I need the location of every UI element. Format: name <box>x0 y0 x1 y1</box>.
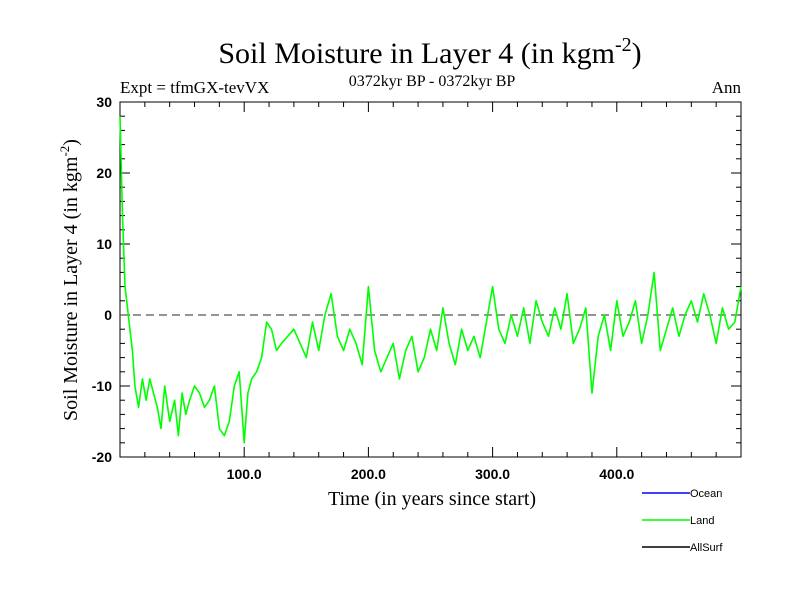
x-axis-tick-labels: 100.0 200.0 300.0 400.0 <box>227 466 635 482</box>
series-line-land <box>119 116 742 444</box>
chart-title-main: Soil Moisture in Layer 4 (in kgm <box>218 37 615 70</box>
y-axis-label-sup: -2 <box>57 146 72 157</box>
x-tick-label: 400.0 <box>599 466 634 482</box>
y-axis-label: Soil Moisture in Layer 4 (in kgm-2) <box>57 139 82 421</box>
chart-title: Soil Moisture in Layer 4 (in kgm-2) <box>218 34 641 70</box>
series-group <box>119 116 742 444</box>
plot-frame <box>119 101 742 458</box>
x-tick-label: 200.0 <box>351 466 386 482</box>
x-tick-label: 300.0 <box>475 466 510 482</box>
chart-title-close: ) <box>632 37 642 70</box>
y-tick-label: 0 <box>104 307 112 323</box>
x-axis-label: Time (in years since start) <box>328 488 536 510</box>
legend-label-allsurf: AllSurf <box>690 542 723 554</box>
x-tick-label: 100.0 <box>227 466 262 482</box>
expt-label: Expt = tfmGX-tevVX <box>120 78 269 97</box>
y-tick-label: 20 <box>96 165 112 181</box>
x-axis-ticks <box>144 102 717 457</box>
plot-area: 100.0 200.0 300.0 400.0 -20 -10 0 10 20 30 <box>92 94 742 482</box>
legend-label-land: Land <box>690 515 714 527</box>
y-tick-label: 30 <box>96 94 112 110</box>
period-label: Ann <box>712 78 742 97</box>
y-axis-ticks <box>120 115 741 444</box>
legend: Ocean Land AllSurf <box>642 488 723 554</box>
y-tick-label: 10 <box>96 236 112 252</box>
chart-title-sup: -2 <box>615 34 632 56</box>
y-tick-label: -10 <box>92 378 112 394</box>
y-axis-tick-labels: -20 -10 0 10 20 30 <box>92 94 112 465</box>
legend-label-ocean: Ocean <box>690 488 722 500</box>
chart-subtitle: 0372kyr BP - 0372kyr BP <box>349 73 516 90</box>
y-tick-label: -20 <box>92 449 112 465</box>
y-axis-label-main: Soil Moisture in Layer 4 (in kgm <box>60 156 82 421</box>
y-axis-label-close: ) <box>60 139 82 146</box>
